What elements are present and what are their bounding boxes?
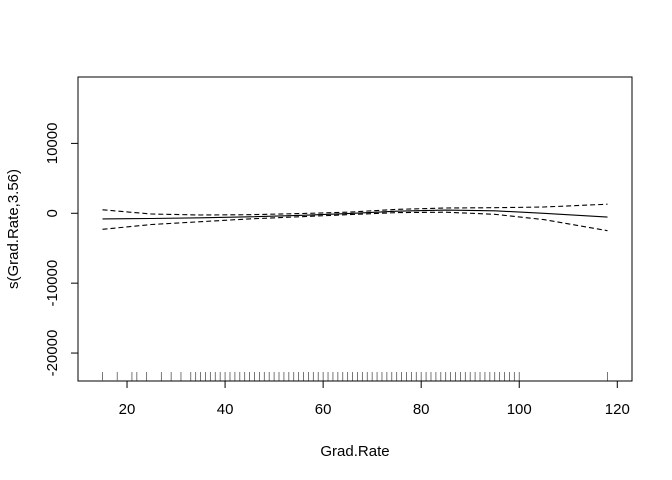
x-tick-label: 20 (119, 401, 136, 418)
x-tick-label: 100 (507, 401, 532, 418)
x-tick-label: 60 (315, 401, 332, 418)
plot-area (77, 76, 633, 382)
upper-band-line (102, 203, 608, 216)
y-tick-label: 0 (44, 209, 61, 217)
plot-frame (77, 76, 633, 382)
lower-band-line (102, 211, 608, 232)
smooth-fit-line (102, 209, 608, 220)
y-tick-label: 10000 (44, 123, 61, 165)
y-tick-label: -10000 (44, 260, 61, 307)
x-axis-label: Grad.Rate (320, 443, 389, 460)
y-axis-label: s(Grad.Rate,3.56) (5, 169, 22, 289)
x-tick-label: 120 (605, 401, 630, 418)
y-tick-label: -20000 (44, 330, 61, 377)
x-tick-label: 40 (217, 401, 234, 418)
x-tick-label: 80 (413, 401, 430, 418)
